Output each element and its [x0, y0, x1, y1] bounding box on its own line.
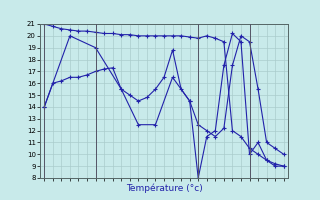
X-axis label: Température (°c): Température (°c) [126, 184, 202, 193]
